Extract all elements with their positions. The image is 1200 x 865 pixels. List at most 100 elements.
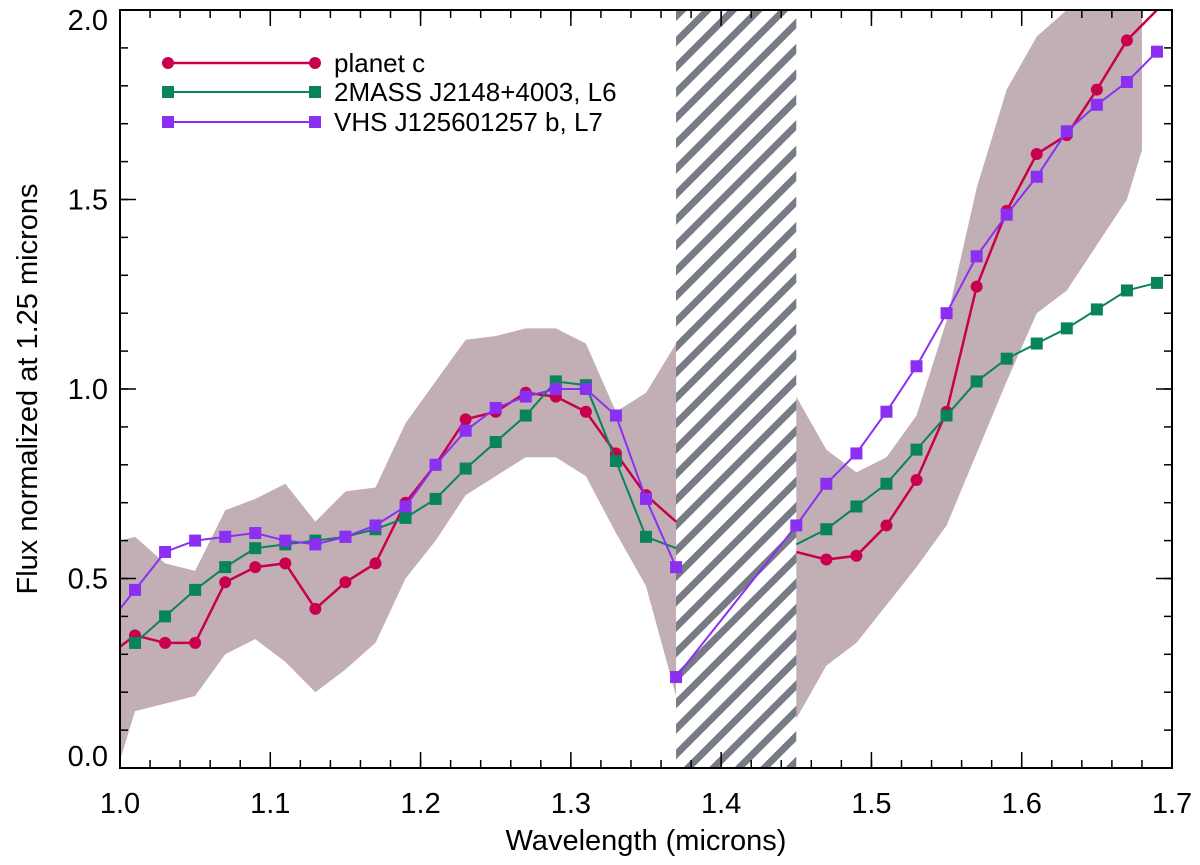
series-3-point: [820, 477, 833, 490]
series-2-point: [459, 462, 472, 475]
series-3: [120, 45, 1163, 684]
series-1-point: [1090, 83, 1103, 96]
series-1-point: [459, 413, 472, 426]
series-1-point: [249, 561, 262, 574]
series-layer: [120, 10, 1163, 684]
series-2-point: [429, 492, 442, 505]
y-tick-label: 1.0: [68, 374, 108, 406]
legend-marker-planet-c-end: [309, 57, 321, 69]
masked-wavelength-region: [676, 10, 797, 768]
uncertainty-band: [120, 10, 1142, 761]
x-tick-label: 1.7: [1152, 788, 1192, 820]
series-1-point: [910, 473, 923, 486]
y-tick-label: 0.0: [68, 741, 108, 773]
legend-entry-2mass: 2MASS J2148+4003, L6: [162, 77, 617, 107]
legend-marker-vhs-start: [162, 116, 174, 128]
series-3-point: [309, 538, 322, 551]
series-1-point: [369, 557, 382, 570]
series-2-point: [1150, 276, 1163, 289]
x-tick-label: 1.6: [1002, 788, 1042, 820]
series-3-point: [609, 409, 622, 422]
series-2-point: [189, 583, 202, 596]
series-2-point: [159, 610, 172, 623]
series-3-point: [1060, 125, 1073, 138]
legend-label-2mass: 2MASS J2148+4003, L6: [334, 77, 617, 107]
series-3-point: [189, 534, 202, 547]
series-2-point: [399, 511, 412, 524]
series-3-point: [219, 530, 232, 543]
x-tick-label: 1.5: [851, 788, 891, 820]
series-1-point: [219, 576, 232, 589]
series-3-point: [910, 360, 923, 373]
series-3-point: [279, 534, 292, 547]
series-2-point: [609, 455, 622, 468]
series-3-point: [1090, 98, 1103, 111]
series-3-point: [880, 405, 893, 418]
legend-label-vhs: VHS J125601257 b, L7: [334, 107, 603, 137]
series-2-point: [640, 530, 652, 543]
series-1-point: [880, 519, 893, 532]
series-3-point: [339, 530, 352, 543]
x-tick-label: 1.2: [400, 788, 440, 820]
series-3-point: [369, 519, 382, 532]
legend-label-planet-c: planet c: [334, 48, 425, 78]
series-2-point: [850, 500, 863, 513]
legend-marker-vhs-end: [309, 116, 321, 128]
series-1-point: [159, 636, 172, 649]
legend-entry-vhs: VHS J125601257 b, L7: [162, 107, 603, 137]
series-3-point: [129, 583, 142, 596]
series-2-point: [940, 409, 953, 422]
series-2-point: [1060, 322, 1073, 335]
legend-marker-planet-c-start: [162, 57, 174, 69]
series-3-point: [159, 545, 172, 558]
series-2-point: [970, 375, 983, 388]
series-3-point: [640, 492, 652, 505]
series-1-point: [850, 549, 863, 562]
series-2-point: [219, 561, 232, 574]
x-tick-label: 1.1: [250, 788, 290, 820]
series-2-point: [820, 523, 833, 536]
series-2-point: [880, 477, 893, 490]
legend-marker-2mass-end: [309, 86, 321, 98]
y-tick-label: 2.0: [68, 5, 108, 37]
legend-marker-2mass-start: [162, 86, 174, 98]
series-1-point: [189, 636, 202, 649]
y-tick-label: 0.5: [68, 564, 108, 596]
x-tick-label: 1.4: [701, 788, 741, 820]
series-2-point: [1120, 284, 1133, 297]
legend-entry-planet-c: planet c: [162, 48, 425, 78]
legend: planet c 2MASS J2148+4003, L6 VHS J12560…: [162, 48, 617, 137]
series-3-point: [1000, 208, 1013, 221]
series-2-point: [249, 542, 262, 555]
series-3-point: [399, 500, 412, 513]
series-3-point: [670, 671, 683, 684]
y-axis-label: Flux normalized at 1.25 microns: [12, 184, 44, 595]
series-3-point: [790, 519, 803, 532]
series-1-point: [339, 576, 352, 589]
series-3-point: [1030, 170, 1043, 183]
x-axis-label: Wavelength (microns): [506, 825, 787, 857]
series-1-point: [279, 557, 292, 570]
series-2-point: [1000, 352, 1013, 365]
axis-ticks: [119, 9, 1173, 769]
series-3-point: [670, 561, 683, 574]
series-3-point: [459, 424, 472, 437]
series-3-point: [249, 527, 262, 540]
series-2-point: [519, 409, 532, 422]
series-1-point: [820, 553, 833, 566]
series-1-point: [579, 405, 592, 418]
series-3-point: [850, 447, 863, 460]
series-1-point: [1030, 148, 1043, 161]
series-2-point: [129, 636, 142, 649]
series-2-point: [1030, 337, 1043, 350]
x-tick-label: 1.3: [551, 788, 591, 820]
series-3-point: [1120, 76, 1133, 89]
plot-area: [120, 10, 1163, 768]
series-1-point: [309, 602, 322, 615]
x-tick-label: 1.0: [100, 788, 140, 820]
series-2-point: [489, 436, 502, 449]
y-tick-label: 1.5: [68, 185, 108, 217]
series-3-point: [519, 390, 532, 403]
series-2-point: [910, 443, 923, 456]
